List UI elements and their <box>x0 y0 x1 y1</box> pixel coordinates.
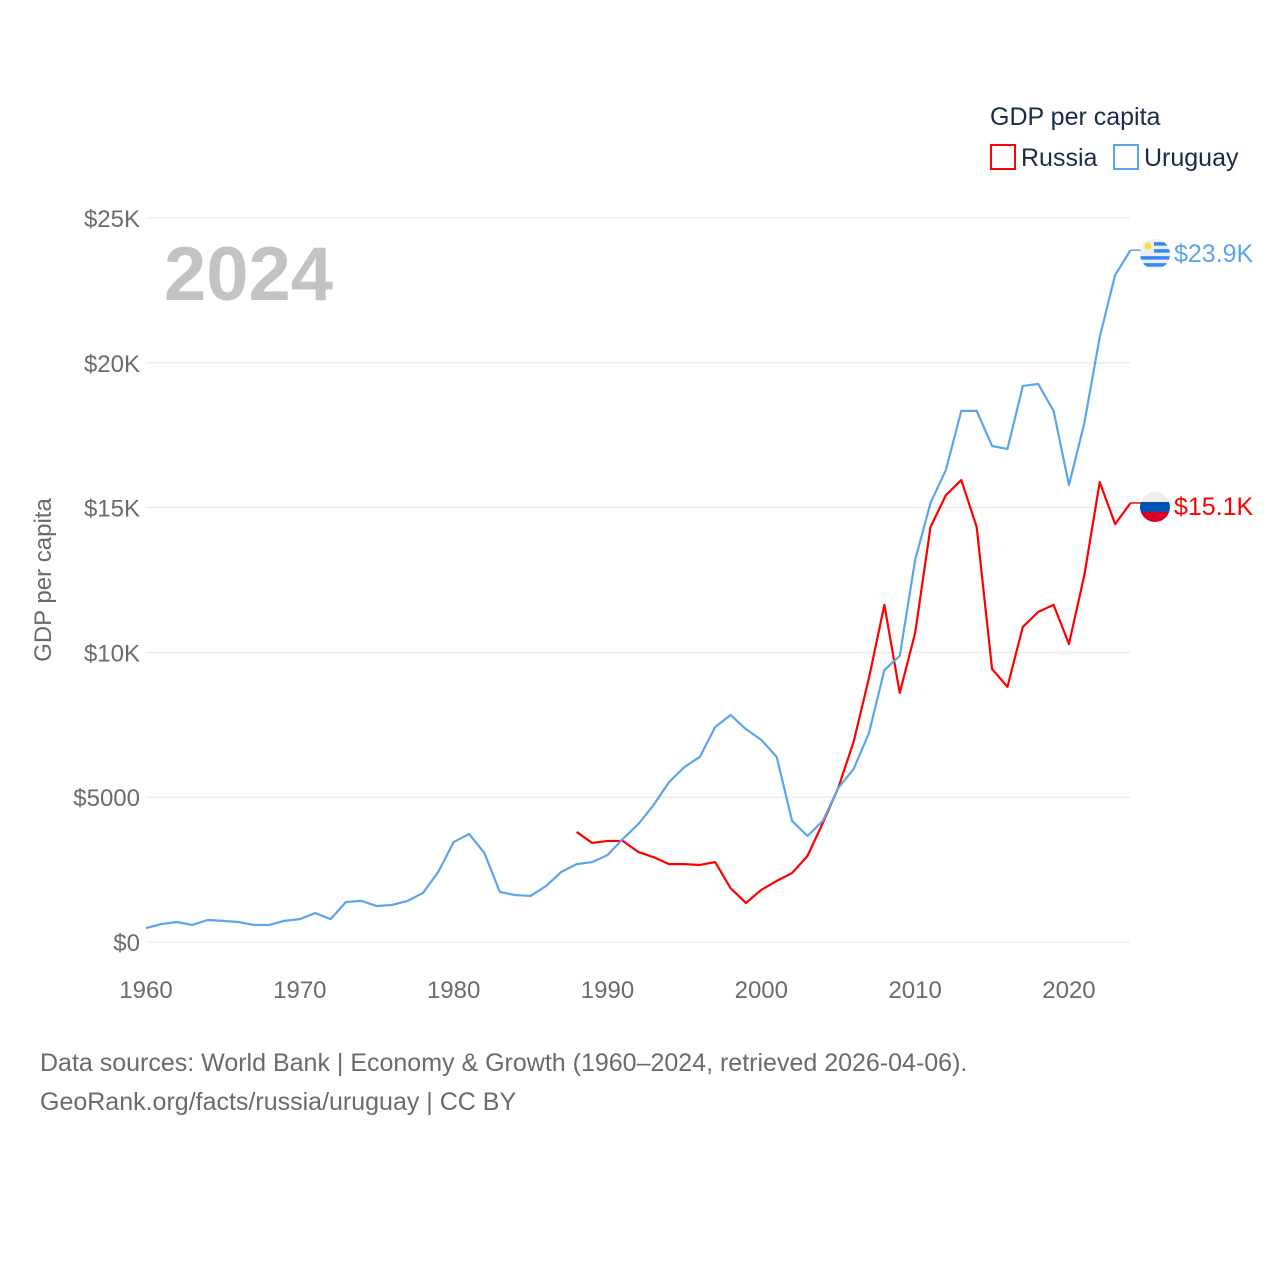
y-tick-label: $20K <box>84 351 140 378</box>
x-tick-label: 2000 <box>735 977 788 1004</box>
legend-swatch-russia <box>990 144 1016 170</box>
y-axis-ticks: $0 $5000 $10K $15K $20K $25K <box>73 206 140 957</box>
end-value-label-russia: $15.1K <box>1174 493 1254 521</box>
y-tick-label: $10K <box>84 640 140 667</box>
year-label: 2024 <box>164 232 333 317</box>
y-tick-label: $15K <box>84 496 140 523</box>
y-tick-label: $5000 <box>73 785 140 812</box>
x-axis-ticks: 1960 1970 1980 1990 2000 2010 2020 <box>119 977 1095 1004</box>
legend-title: GDP per capita <box>990 103 1161 131</box>
legend: GDP per capita Russia Uruguay <box>990 103 1239 172</box>
grid-lines <box>146 217 1130 943</box>
x-tick-label: 1970 <box>273 977 326 1004</box>
end-value-label-uruguay: $23.9K <box>1174 240 1254 268</box>
legend-label-uruguay[interactable]: Uruguay <box>1144 144 1239 172</box>
y-axis-label: GDP per capita <box>30 498 57 662</box>
y-tick-label: $25K <box>84 206 140 233</box>
x-tick-label: 1980 <box>427 977 480 1004</box>
line-chart: $0 $5000 $10K $15K $20K $25K 1960 1970 1980 1990… <box>30 103 1254 1004</box>
series-end-labels: $15.1K $23.9K <box>1130 239 1254 522</box>
data-source-text: Data sources: World Bank | Economy & Gro… <box>40 1049 968 1077</box>
uruguay-flag-icon <box>1140 239 1170 270</box>
x-tick-label: 1990 <box>581 977 634 1004</box>
series-line-russia <box>576 478 1132 905</box>
russia-flag-icon <box>1140 491 1170 522</box>
legend-label-russia[interactable]: Russia <box>1021 144 1098 172</box>
series-line-uruguay <box>145 249 1132 930</box>
footer: Data sources: World Bank | Economy & Gro… <box>40 1044 967 1122</box>
series-lines <box>145 249 1132 930</box>
x-tick-label: 2010 <box>888 977 941 1004</box>
x-tick-label: 2020 <box>1042 977 1095 1004</box>
x-tick-label: 1960 <box>119 977 172 1004</box>
legend-swatch-uruguay <box>1113 144 1139 170</box>
y-tick-label: $0 <box>113 930 140 957</box>
attribution-link[interactable]: GeoRank.org/facts/russia/uruguay | CC BY <box>40 1088 517 1116</box>
